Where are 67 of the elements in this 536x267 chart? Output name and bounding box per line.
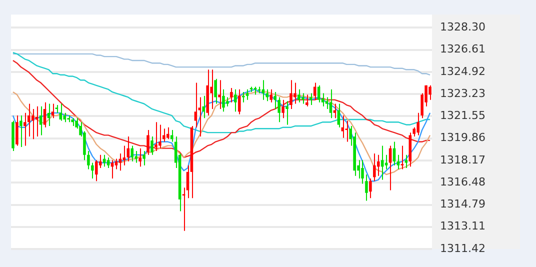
candlestick <box>376 154 380 176</box>
candlestick <box>270 88 273 103</box>
candlestick <box>91 162 94 179</box>
candlestick <box>110 160 114 179</box>
candlestick <box>51 103 54 119</box>
candlestick <box>138 148 142 168</box>
candlestick <box>345 120 348 142</box>
candlestick <box>234 88 237 112</box>
candlestick <box>142 150 146 166</box>
candlestick <box>146 129 150 156</box>
candlestick <box>290 80 292 110</box>
candlestick <box>218 80 221 110</box>
candlestick <box>400 145 404 170</box>
candlestick <box>150 136 154 156</box>
y-tick-label: 1313.11 <box>440 220 486 233</box>
candlestick <box>222 88 225 112</box>
candlestick <box>286 100 288 126</box>
y-tick-label: 1316.48 <box>440 176 486 189</box>
candlestick <box>194 82 198 128</box>
candlestick <box>24 112 26 146</box>
candlestick <box>282 99 284 119</box>
candlestick <box>154 122 158 152</box>
candlestick <box>170 129 174 142</box>
candlestick <box>274 91 277 110</box>
candlestick <box>202 95 206 119</box>
y-tick-label: 1311.42 <box>440 242 486 255</box>
y-tick-label: 1321.55 <box>440 109 486 122</box>
candlestick <box>63 112 66 123</box>
candlestick <box>158 124 162 149</box>
candlestick <box>309 92 312 106</box>
y-tick-label: 1328.30 <box>440 20 486 34</box>
candlestick <box>16 115 18 146</box>
candlestick <box>313 82 316 100</box>
y-tick-label: 1314.79 <box>440 198 486 211</box>
candlestick <box>396 154 400 170</box>
candlestick <box>20 115 22 148</box>
y-tick-label: 1326.61 <box>440 42 486 56</box>
candlestick <box>114 158 118 170</box>
candlestick <box>361 160 364 184</box>
candlestick <box>106 156 110 168</box>
candlestick <box>95 160 98 182</box>
candlestick <box>226 96 229 107</box>
candlestick <box>341 115 344 138</box>
candlestick <box>317 84 320 103</box>
candlestick <box>298 88 300 103</box>
candlestick <box>87 150 90 170</box>
candlestick <box>365 174 368 202</box>
candlestick <box>373 153 376 182</box>
candlestick <box>210 69 213 110</box>
candlestick <box>166 126 170 140</box>
candlestick <box>262 80 265 100</box>
y-tick-label: 1319.86 <box>440 131 486 144</box>
candlestick <box>369 178 372 199</box>
candlestick <box>329 88 332 119</box>
candlestick <box>130 145 134 162</box>
candlestick <box>230 88 233 103</box>
y-tick-label: 1323.23 <box>440 87 486 100</box>
candlestick <box>428 84 432 100</box>
candlestick <box>214 78 217 104</box>
candlestick <box>306 94 308 107</box>
candlestick <box>302 92 304 104</box>
y-tick-label: 1318.17 <box>440 153 486 166</box>
candlestick <box>238 88 241 115</box>
candlestick <box>294 82 296 104</box>
y-tick-label: 1324.92 <box>440 64 486 78</box>
candlestick <box>384 154 388 170</box>
candlestick <box>31 108 34 140</box>
